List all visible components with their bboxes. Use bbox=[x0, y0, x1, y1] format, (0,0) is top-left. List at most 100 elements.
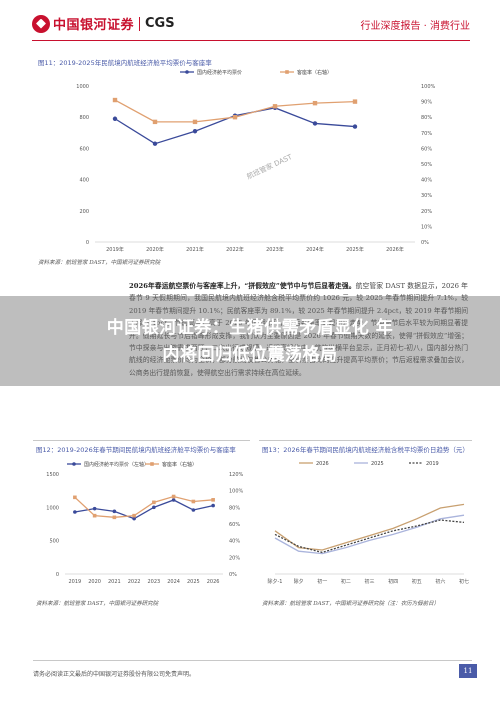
x-tick-label: 2023 bbox=[148, 579, 161, 585]
figure12-source: 资料来源：航班管家 DAST，中国银河证券研究院 bbox=[36, 601, 159, 607]
legend-label: 客座率（右轴） bbox=[297, 69, 332, 76]
y-tick-left: 0 bbox=[56, 572, 59, 578]
data-point bbox=[152, 141, 158, 146]
x-tick-label: 初一 bbox=[317, 578, 327, 585]
legend-marker bbox=[150, 462, 154, 466]
legend-marker bbox=[285, 70, 289, 74]
data-point bbox=[171, 494, 176, 499]
x-tick-label: 2022年 bbox=[226, 246, 244, 253]
headline-banner: 中国银河证券：生猪供需矛盾显化 年 内将回归低位震荡格局 bbox=[0, 296, 500, 386]
brand-name-en: CGS bbox=[145, 16, 175, 31]
x-tick-label: 2024年 bbox=[306, 246, 324, 253]
y-tick-right: 10% bbox=[421, 224, 432, 230]
y-tick-right: 80% bbox=[229, 505, 240, 511]
data-point bbox=[73, 495, 77, 500]
headline-line2: 内将回归低位震荡格局 bbox=[162, 345, 338, 365]
y-tick-right: 120% bbox=[229, 472, 244, 478]
x-tick-label: 初七 bbox=[459, 578, 469, 585]
data-point bbox=[92, 506, 97, 511]
x-tick-label: 除夕 bbox=[294, 578, 304, 585]
body-paragraph: 2026年春运航空票价与客座率上升，“拼假效应”使节中与节后显著走强。航空管家 … bbox=[129, 280, 468, 379]
y-tick-left: 200 bbox=[79, 209, 89, 215]
brand-logo: 中国银河证券 CGS bbox=[32, 14, 175, 33]
y-tick-left: 600 bbox=[79, 146, 89, 152]
y-tick-right: 30% bbox=[421, 193, 432, 199]
data-point bbox=[171, 498, 176, 502]
x-tick-label: 初五 bbox=[412, 578, 422, 585]
x-tick-label: 2024 bbox=[167, 579, 180, 585]
figure12-caption: 图12：2019-2026年春节期间民航境内航班经济舱平均票价与客座率 bbox=[36, 446, 236, 454]
x-tick-label: 2022 bbox=[128, 579, 141, 585]
data-point bbox=[191, 499, 196, 504]
legend-marker bbox=[72, 462, 76, 466]
data-point bbox=[112, 509, 117, 514]
figure13-rule bbox=[259, 440, 472, 441]
series-line bbox=[74, 495, 214, 518]
y-tick-right: 60% bbox=[229, 522, 240, 528]
legend-label: 客座率（右轴） bbox=[162, 461, 197, 468]
brand-mark-icon bbox=[32, 14, 50, 33]
data-point bbox=[352, 99, 358, 104]
y-tick-right: 70% bbox=[421, 131, 432, 137]
y-tick-right: 20% bbox=[421, 209, 432, 215]
legend-label: 国内经济舱平均票价 bbox=[197, 69, 242, 76]
data-point bbox=[112, 97, 118, 103]
figure13-caption: 图13：2026年春节期间民航境内航班经济舱含税平均票价日趋势（元） bbox=[262, 446, 469, 454]
data-point bbox=[272, 104, 278, 109]
x-tick-label: 2019 bbox=[69, 579, 82, 585]
figure12-rule bbox=[33, 440, 250, 441]
data-point bbox=[152, 119, 158, 125]
data-point bbox=[312, 121, 318, 126]
series-line bbox=[274, 519, 465, 554]
page-header: 中国银河证券 CGS 行业深度报告 · 消费行业 bbox=[0, 0, 500, 44]
disclaimer: 请务必阅读正文最后的中国银河证券股份有限公司免责声明。 bbox=[33, 671, 196, 678]
legend-label: 2019 bbox=[426, 461, 439, 467]
y-tick-right: 0% bbox=[421, 240, 429, 246]
headline-line1: 中国银河证券：生猪供需矛盾显化 年 bbox=[106, 318, 394, 338]
x-tick-label: 2023年 bbox=[266, 246, 284, 253]
legend-label: 国内经济舱平均票价（左轴） bbox=[84, 461, 149, 468]
y-tick-right: 50% bbox=[421, 162, 432, 168]
y-tick-right: 20% bbox=[229, 555, 240, 561]
header-rule bbox=[32, 40, 470, 41]
y-tick-right: 90% bbox=[421, 100, 432, 106]
y-tick-right: 40% bbox=[421, 178, 432, 184]
series-line bbox=[274, 503, 465, 551]
data-point bbox=[112, 116, 118, 121]
x-tick-label: 2019年 bbox=[106, 246, 124, 253]
y-tick-right: 60% bbox=[421, 146, 432, 152]
series-line bbox=[114, 107, 356, 145]
x-tick-label: 初六 bbox=[435, 578, 445, 585]
y-tick-left: 800 bbox=[79, 115, 89, 121]
series-line bbox=[74, 499, 214, 520]
data-point bbox=[152, 500, 156, 505]
figure13-chart: 除夕-1 除夕 初一 初二 初三 初四 初五 初六 初七 2026 2025 2019 bbox=[268, 461, 470, 585]
body-text: 航空管家 DAST 数据显示，2026 年春节 9 天假期期间，我国民航境内航班… bbox=[129, 282, 468, 377]
x-tick-label: 除夕-1 bbox=[268, 578, 283, 585]
y-tick-right: 100% bbox=[229, 489, 244, 495]
data-point bbox=[112, 515, 117, 520]
figure11-chart: 0 200 400 600 800 1000 0% 10% 20% 30% 40% 50% 60% 70%… bbox=[76, 69, 436, 253]
x-tick-label: 初四 bbox=[388, 578, 398, 585]
figure11-caption: 图11：2019-2025年民航境内航班经济舱平均票价与客座率 bbox=[38, 59, 212, 67]
data-point bbox=[312, 100, 318, 106]
data-point bbox=[132, 513, 136, 518]
data-point bbox=[192, 129, 198, 134]
x-tick-label: 2025 bbox=[187, 579, 200, 585]
y-tick-left: 400 bbox=[79, 178, 89, 184]
figure12-chart: 0 500 1000 1500 0% 20% 40% 60% 80% 100% 120% 2019 20… bbox=[46, 461, 244, 585]
x-tick-label: 初三 bbox=[364, 578, 374, 585]
y-tick-left: 1000 bbox=[76, 84, 89, 90]
y-tick-left: 500 bbox=[49, 539, 59, 545]
figure13-source: 资料来源：航班管家 DAST，中国银河证券研究院（注：农历为假前日） bbox=[262, 601, 440, 607]
footer-rule bbox=[33, 660, 472, 661]
y-tick-right: 40% bbox=[229, 539, 240, 545]
y-tick-right: 80% bbox=[421, 115, 432, 121]
data-point bbox=[152, 505, 156, 510]
x-tick-label: 2020年 bbox=[146, 246, 164, 253]
x-tick-label: 初二 bbox=[341, 578, 351, 585]
y-tick-right: 100% bbox=[421, 84, 436, 90]
data-point bbox=[192, 119, 198, 125]
data-point bbox=[191, 508, 196, 512]
y-tick-left: 1000 bbox=[46, 505, 59, 511]
